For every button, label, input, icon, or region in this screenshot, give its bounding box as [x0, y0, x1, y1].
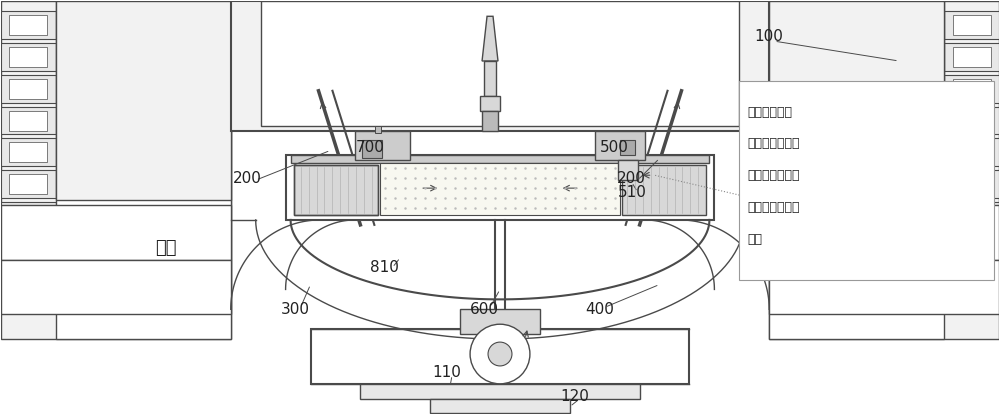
Bar: [944, 170, 999, 198]
Bar: [769, 1, 944, 339]
Bar: [1, 139, 56, 166]
Bar: [484, 61, 496, 96]
Bar: [1, 43, 56, 71]
Bar: [953, 47, 991, 67]
Bar: [294, 165, 378, 215]
Bar: [261, 1, 739, 126]
Bar: [1, 1, 231, 339]
Bar: [769, 260, 999, 314]
Bar: [9, 79, 47, 99]
Bar: [1, 202, 56, 230]
Text: 可变压缩活塞的: 可变压缩活塞的: [747, 137, 800, 151]
Bar: [618, 160, 638, 180]
Bar: [9, 15, 47, 35]
Bar: [9, 142, 47, 162]
Bar: [953, 238, 991, 258]
Bar: [944, 266, 999, 293]
Bar: [360, 384, 640, 399]
Polygon shape: [482, 16, 498, 61]
Bar: [291, 155, 709, 163]
Text: 伸出或缩回至与: 伸出或缩回至与: [747, 169, 800, 182]
Bar: [1, 205, 231, 260]
Text: 怠速状态下，: 怠速状态下，: [747, 106, 792, 119]
Bar: [953, 111, 991, 131]
Bar: [944, 43, 999, 71]
Text: 燃烧室的结合面: 燃烧室的结合面: [747, 201, 800, 214]
Bar: [953, 174, 991, 194]
Bar: [430, 399, 570, 413]
Bar: [1, 234, 56, 261]
Text: 600: 600: [470, 302, 499, 317]
Text: 810: 810: [370, 260, 399, 275]
Bar: [739, 81, 994, 280]
Bar: [355, 131, 410, 160]
Bar: [1, 260, 231, 314]
Bar: [944, 139, 999, 166]
Bar: [953, 270, 991, 289]
Bar: [944, 107, 999, 134]
Bar: [480, 96, 500, 111]
Bar: [1, 11, 56, 39]
Bar: [620, 140, 635, 155]
Bar: [9, 238, 47, 258]
Bar: [231, 1, 769, 131]
Bar: [9, 174, 47, 194]
Text: 200: 200: [617, 171, 646, 186]
Text: 一致: 一致: [747, 233, 762, 246]
Bar: [9, 47, 47, 67]
Bar: [1, 75, 56, 103]
Text: 510: 510: [618, 185, 647, 200]
Text: 110: 110: [432, 365, 461, 381]
Text: 500: 500: [600, 140, 629, 155]
Bar: [595, 131, 645, 160]
Bar: [375, 126, 381, 134]
Bar: [953, 206, 991, 226]
Text: 100: 100: [754, 29, 783, 44]
Bar: [294, 165, 378, 215]
Bar: [953, 79, 991, 99]
Text: 400: 400: [585, 302, 614, 317]
Bar: [56, 1, 231, 339]
Bar: [769, 205, 999, 260]
Bar: [9, 111, 47, 131]
Bar: [944, 202, 999, 230]
Bar: [944, 234, 999, 261]
Bar: [622, 165, 706, 215]
Bar: [953, 142, 991, 162]
Text: 120: 120: [560, 389, 589, 404]
Circle shape: [488, 342, 512, 366]
Bar: [482, 111, 498, 131]
Bar: [9, 270, 47, 289]
Bar: [944, 75, 999, 103]
Bar: [944, 11, 999, 39]
Text: 300: 300: [281, 302, 310, 317]
Bar: [769, 1, 999, 339]
Bar: [9, 206, 47, 226]
Bar: [311, 329, 689, 384]
Bar: [1, 266, 56, 293]
Bar: [380, 163, 620, 215]
Bar: [1, 170, 56, 198]
Bar: [286, 155, 714, 220]
Text: 200: 200: [233, 171, 262, 186]
Bar: [769, 1, 944, 200]
Text: 700: 700: [355, 140, 384, 155]
Bar: [460, 309, 540, 334]
Bar: [1, 107, 56, 134]
Text: 排气: 排气: [823, 239, 845, 257]
Bar: [362, 140, 382, 159]
Bar: [953, 15, 991, 35]
Circle shape: [470, 324, 530, 384]
Bar: [56, 1, 231, 200]
Text: 进气: 进气: [155, 239, 177, 257]
